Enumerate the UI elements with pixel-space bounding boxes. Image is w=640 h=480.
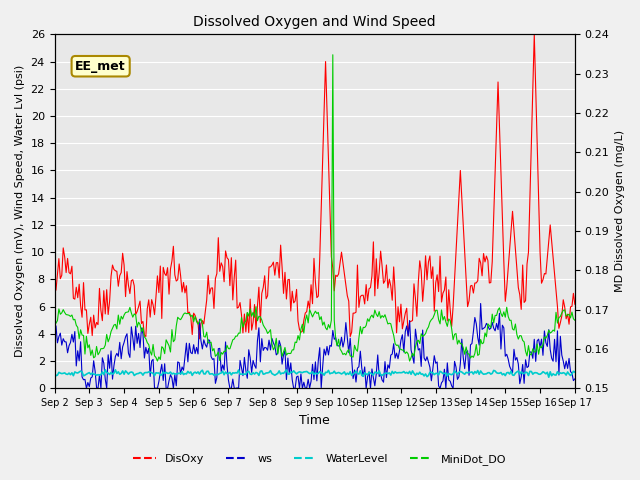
MiniDot_DO — [280, 349, 287, 355]
MiniDot_DO — [154, 358, 161, 364]
ws — [571, 376, 579, 382]
WaterLevel — [545, 374, 552, 380]
DisOxy — [115, 283, 122, 289]
Text: EE_met: EE_met — [76, 60, 126, 73]
Line: MiniDot_DO: MiniDot_DO — [54, 55, 575, 361]
DisOxy — [207, 285, 215, 291]
ws — [83, 385, 90, 391]
ws — [51, 336, 58, 341]
DisOxy — [196, 336, 204, 342]
Title: Dissolved Oxygen and Wind Speed: Dissolved Oxygen and Wind Speed — [193, 15, 436, 29]
ws — [234, 385, 241, 391]
MiniDot_DO — [207, 339, 215, 345]
ws — [545, 327, 552, 333]
WaterLevel — [51, 370, 58, 376]
ws — [280, 352, 287, 358]
WaterLevel — [225, 371, 232, 376]
WaterLevel — [207, 371, 215, 377]
WaterLevel — [101, 367, 109, 372]
WaterLevel — [280, 371, 287, 376]
MiniDot_DO — [51, 323, 58, 328]
DisOxy — [225, 257, 232, 263]
DisOxy — [51, 283, 58, 289]
ws — [116, 339, 124, 345]
Y-axis label: Dissolved Oxygen (mV), Wind Speed, Water Lvl (psi): Dissolved Oxygen (mV), Wind Speed, Water… — [15, 65, 25, 358]
DisOxy — [234, 305, 241, 311]
WaterLevel — [571, 369, 579, 375]
Line: WaterLevel: WaterLevel — [54, 370, 575, 377]
DisOxy — [571, 301, 579, 307]
WaterLevel — [543, 370, 551, 375]
MiniDot_DO — [115, 312, 122, 318]
MiniDot_DO — [545, 327, 552, 333]
DisOxy — [280, 290, 287, 296]
ws — [207, 354, 215, 360]
MiniDot_DO — [225, 346, 232, 351]
ws — [477, 300, 484, 306]
Legend: DisOxy, ws, WaterLevel, MiniDot_DO: DisOxy, ws, WaterLevel, MiniDot_DO — [129, 450, 511, 469]
DisOxy — [545, 239, 552, 244]
MiniDot_DO — [571, 317, 579, 323]
ws — [225, 377, 232, 383]
MiniDot_DO — [234, 333, 241, 339]
WaterLevel — [116, 372, 124, 377]
Y-axis label: MD Dissolved Oxygen (mg/L): MD Dissolved Oxygen (mg/L) — [615, 130, 625, 292]
MiniDot_DO — [329, 52, 337, 58]
Line: ws: ws — [54, 303, 575, 388]
X-axis label: Time: Time — [300, 414, 330, 427]
Line: DisOxy: DisOxy — [54, 35, 575, 339]
WaterLevel — [234, 370, 241, 376]
DisOxy — [531, 32, 538, 37]
